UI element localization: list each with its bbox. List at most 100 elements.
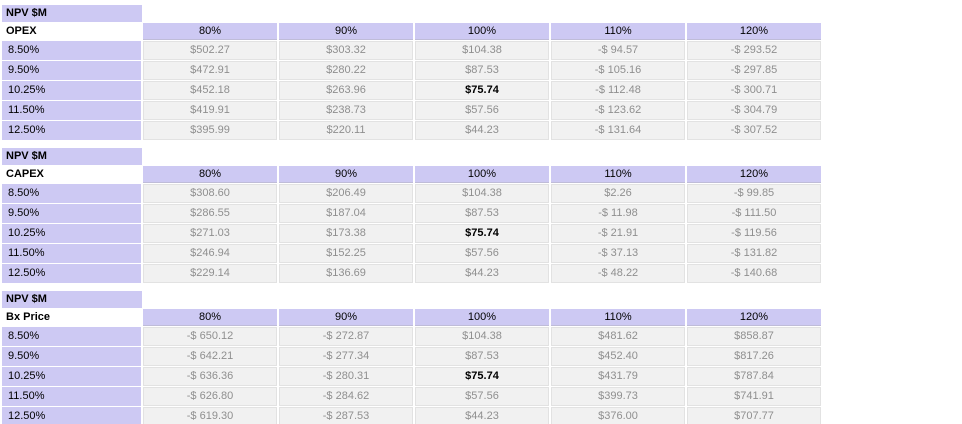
column-header-cell[interactable]: 80%	[143, 309, 277, 326]
value-cell[interactable]: $452.40	[551, 347, 685, 366]
value-cell[interactable]: $858.87	[687, 327, 821, 346]
value-cell[interactable]: -$ 105.16	[551, 61, 685, 80]
value-cell[interactable]: $308.60	[143, 184, 277, 203]
row-header-cell[interactable]: 10.25%	[2, 81, 141, 100]
value-cell[interactable]: -$ 626.80	[143, 387, 277, 406]
row-header-cell[interactable]: 11.50%	[2, 101, 141, 120]
value-cell[interactable]: $44.23	[415, 264, 549, 283]
value-cell[interactable]: $87.53	[415, 61, 549, 80]
value-cell[interactable]: -$ 37.13	[551, 244, 685, 263]
value-cell[interactable]: $303.32	[279, 41, 413, 60]
section-title-cell[interactable]: NPV $M	[2, 148, 142, 165]
row-header-cell[interactable]: 8.50%	[2, 41, 141, 60]
value-cell[interactable]: -$ 284.62	[279, 387, 413, 406]
value-cell[interactable]: $87.53	[415, 347, 549, 366]
value-cell[interactable]: $104.38	[415, 41, 549, 60]
section-subtitle-cell[interactable]: Bx Price	[2, 309, 141, 326]
value-cell[interactable]: $238.73	[279, 101, 413, 120]
row-header-cell[interactable]: 9.50%	[2, 61, 141, 80]
section-subtitle-cell[interactable]: CAPEX	[2, 166, 141, 183]
column-header-cell[interactable]: 100%	[415, 309, 549, 326]
value-cell[interactable]: $206.49	[279, 184, 413, 203]
value-cell[interactable]: -$ 304.79	[687, 101, 821, 120]
value-cell[interactable]: $419.91	[143, 101, 277, 120]
value-cell[interactable]: $787.84	[687, 367, 821, 386]
value-cell[interactable]: -$ 131.82	[687, 244, 821, 263]
row-header-cell[interactable]: 12.50%	[2, 121, 141, 140]
value-cell[interactable]: $452.18	[143, 81, 277, 100]
value-cell[interactable]: $741.91	[687, 387, 821, 406]
value-cell[interactable]: $431.79	[551, 367, 685, 386]
value-cell[interactable]: -$ 642.21	[143, 347, 277, 366]
section-title-cell[interactable]: NPV $M	[2, 291, 142, 308]
value-cell[interactable]: $376.00	[551, 407, 685, 424]
row-header-cell[interactable]: 12.50%	[2, 264, 141, 283]
value-cell[interactable]: -$ 131.64	[551, 121, 685, 140]
column-header-cell[interactable]: 100%	[415, 166, 549, 183]
section-title-cell[interactable]: NPV $M	[2, 5, 142, 22]
value-cell[interactable]: -$ 277.34	[279, 347, 413, 366]
value-cell[interactable]: -$ 307.52	[687, 121, 821, 140]
value-cell[interactable]: $173.38	[279, 224, 413, 243]
value-cell[interactable]: $229.14	[143, 264, 277, 283]
column-header-cell[interactable]: 110%	[551, 309, 685, 326]
column-header-cell[interactable]: 80%	[143, 23, 277, 40]
column-header-cell[interactable]: 110%	[551, 166, 685, 183]
value-cell[interactable]: -$ 636.36	[143, 367, 277, 386]
value-cell[interactable]: -$ 112.48	[551, 81, 685, 100]
value-cell[interactable]: $481.62	[551, 327, 685, 346]
highlighted-value-cell[interactable]: $75.74	[415, 81, 549, 100]
row-header-cell[interactable]: 9.50%	[2, 347, 141, 366]
value-cell[interactable]: -$ 99.85	[687, 184, 821, 203]
value-cell[interactable]: -$ 287.53	[279, 407, 413, 424]
value-cell[interactable]: -$ 619.30	[143, 407, 277, 424]
value-cell[interactable]: -$ 293.52	[687, 41, 821, 60]
value-cell[interactable]: $280.22	[279, 61, 413, 80]
value-cell[interactable]: $57.56	[415, 387, 549, 406]
value-cell[interactable]: $399.73	[551, 387, 685, 406]
value-cell[interactable]: -$ 119.56	[687, 224, 821, 243]
value-cell[interactable]: $152.25	[279, 244, 413, 263]
value-cell[interactable]: -$ 94.57	[551, 41, 685, 60]
value-cell[interactable]: -$ 300.71	[687, 81, 821, 100]
value-cell[interactable]: $44.23	[415, 407, 549, 424]
value-cell[interactable]: -$ 111.50	[687, 204, 821, 223]
value-cell[interactable]: $57.56	[415, 101, 549, 120]
value-cell[interactable]: -$ 280.31	[279, 367, 413, 386]
highlighted-value-cell[interactable]: $75.74	[415, 224, 549, 243]
column-header-cell[interactable]: 110%	[551, 23, 685, 40]
value-cell[interactable]: -$ 140.68	[687, 264, 821, 283]
row-header-cell[interactable]: 8.50%	[2, 327, 141, 346]
value-cell[interactable]: $246.94	[143, 244, 277, 263]
value-cell[interactable]: $502.27	[143, 41, 277, 60]
value-cell[interactable]: -$ 123.62	[551, 101, 685, 120]
row-header-cell[interactable]: 11.50%	[2, 244, 141, 263]
value-cell[interactable]: $707.77	[687, 407, 821, 424]
column-header-cell[interactable]: 120%	[687, 23, 821, 40]
highlighted-value-cell[interactable]: $75.74	[415, 367, 549, 386]
value-cell[interactable]: $271.03	[143, 224, 277, 243]
row-header-cell[interactable]: 8.50%	[2, 184, 141, 203]
value-cell[interactable]: $817.26	[687, 347, 821, 366]
value-cell[interactable]: -$ 650.12	[143, 327, 277, 346]
value-cell[interactable]: $187.04	[279, 204, 413, 223]
value-cell[interactable]: $104.38	[415, 184, 549, 203]
value-cell[interactable]: -$ 21.91	[551, 224, 685, 243]
value-cell[interactable]: $104.38	[415, 327, 549, 346]
row-header-cell[interactable]: 10.25%	[2, 367, 141, 386]
column-header-cell[interactable]: 120%	[687, 309, 821, 326]
row-header-cell[interactable]: 9.50%	[2, 204, 141, 223]
value-cell[interactable]: $57.56	[415, 244, 549, 263]
row-header-cell[interactable]: 11.50%	[2, 387, 141, 406]
value-cell[interactable]: $44.23	[415, 121, 549, 140]
value-cell[interactable]: -$ 297.85	[687, 61, 821, 80]
column-header-cell[interactable]: 100%	[415, 23, 549, 40]
column-header-cell[interactable]: 90%	[279, 309, 413, 326]
value-cell[interactable]: -$ 11.98	[551, 204, 685, 223]
column-header-cell[interactable]: 120%	[687, 166, 821, 183]
value-cell[interactable]: $263.96	[279, 81, 413, 100]
value-cell[interactable]: -$ 272.87	[279, 327, 413, 346]
column-header-cell[interactable]: 90%	[279, 166, 413, 183]
value-cell[interactable]: $395.99	[143, 121, 277, 140]
value-cell[interactable]: $136.69	[279, 264, 413, 283]
